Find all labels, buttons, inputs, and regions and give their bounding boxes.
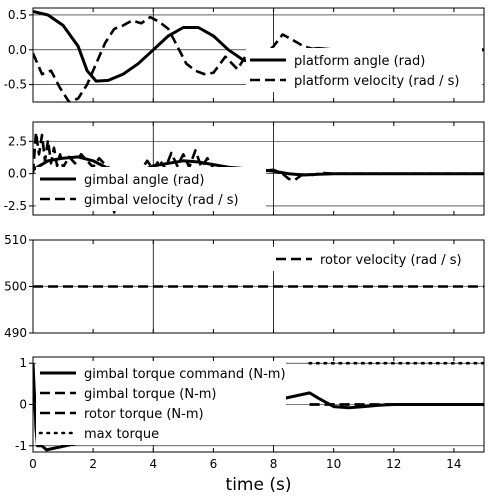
y-tick-label: 500 bbox=[4, 280, 27, 294]
x-tick-label: 6 bbox=[210, 457, 218, 471]
legend-label: rotor torque (N-m) bbox=[84, 407, 204, 422]
legend-label: platform velocity (rad / s) bbox=[294, 74, 459, 89]
y-tick-label: -1 bbox=[15, 439, 27, 453]
y-tick-label: 0.5 bbox=[8, 8, 27, 22]
legend-box bbox=[36, 167, 266, 211]
series-group bbox=[33, 131, 484, 214]
y-tick-label: 2.5 bbox=[8, 134, 27, 148]
legend-label: rotor velocity (rad / s) bbox=[320, 253, 462, 268]
chart-panel-2: 2.5 0.0 -2.5 gimbal angle (rad) gimbal veloc… bbox=[4, 121, 485, 216]
legend-box bbox=[36, 361, 286, 445]
legend-box bbox=[272, 247, 472, 271]
plot-frame bbox=[32, 121, 485, 216]
y-tick-label: 0 bbox=[19, 398, 27, 412]
series-line-2 bbox=[33, 15, 484, 102]
x-tick-label: 0 bbox=[29, 457, 37, 471]
legend-label: gimbal torque command (N-m) bbox=[84, 367, 286, 382]
legend: platform angle (rad) platform velocity (r… bbox=[246, 48, 482, 92]
x-tick-label: 12 bbox=[386, 457, 401, 471]
legend-label: gimbal velocity (rad / s) bbox=[84, 193, 239, 208]
legend-label: gimbal angle (rad) bbox=[84, 173, 204, 188]
y-tick-label: -0.5 bbox=[4, 78, 27, 92]
y-tick-label: 510 bbox=[4, 233, 27, 247]
y-tick-label: 0.0 bbox=[8, 43, 27, 57]
chart-panel-3: 510 500 490 rotor velocity (rad / s) bbox=[4, 233, 485, 340]
legend: gimbal angle (rad) gimbal velocity (rad /… bbox=[36, 167, 266, 211]
x-tick-label: 4 bbox=[149, 457, 157, 471]
y-tick-label: -2.5 bbox=[4, 199, 27, 213]
x-tick-label: 14 bbox=[446, 457, 461, 471]
legend-box bbox=[246, 48, 482, 92]
series-line-2 bbox=[33, 131, 484, 214]
x-axis-label: time (s) bbox=[226, 475, 292, 495]
legend-label: max torque bbox=[84, 427, 159, 442]
chart-panel-1: 0.5 0.0 -0.5 platform angle (rad) platform v… bbox=[4, 7, 485, 103]
legend: rotor velocity (rad / s) bbox=[272, 247, 472, 271]
plot-frame bbox=[32, 7, 485, 103]
y-tick-label: 490 bbox=[4, 326, 27, 340]
legend: gimbal torque command (N-m) gimbal torque… bbox=[36, 361, 286, 445]
x-tick-label: 8 bbox=[270, 457, 278, 471]
legend-label: platform angle (rad) bbox=[294, 54, 425, 69]
y-tick-label: 0.0 bbox=[8, 167, 27, 181]
x-tick-label: 2 bbox=[89, 457, 97, 471]
legend-label: gimbal torque (N-m) bbox=[84, 387, 217, 402]
x-tick-label: 10 bbox=[326, 457, 341, 471]
series-line-1 bbox=[33, 155, 484, 177]
y-tick-label: 1 bbox=[19, 356, 27, 370]
